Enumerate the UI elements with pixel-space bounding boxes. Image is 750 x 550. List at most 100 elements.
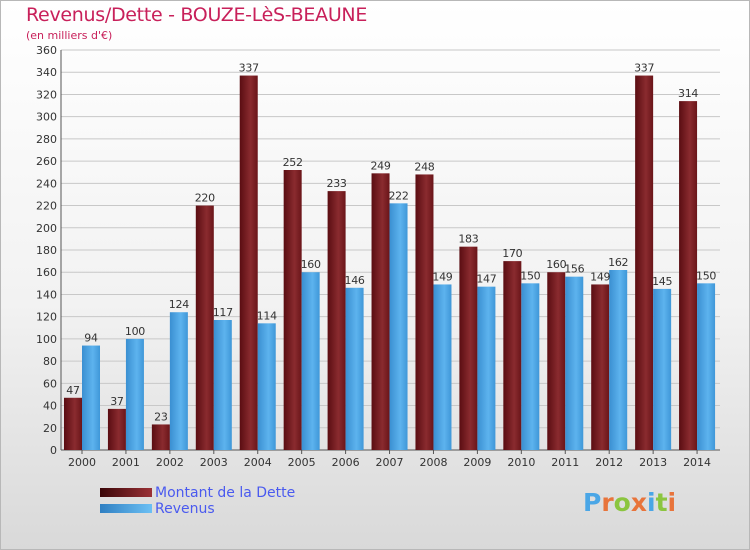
bar-dette xyxy=(283,170,302,450)
bar-dette xyxy=(415,174,434,450)
data-label-revenus: 146 xyxy=(345,274,365,287)
legend-label-revenus: Revenus xyxy=(155,501,215,517)
bar-dette xyxy=(459,246,478,450)
y-tick-label: 340 xyxy=(36,66,57,79)
x-tick-label: 2002 xyxy=(156,456,184,469)
bar-revenus xyxy=(301,272,320,450)
data-label-dette: 170 xyxy=(502,247,522,260)
data-label-revenus: 124 xyxy=(169,298,189,311)
data-label-revenus: 114 xyxy=(257,309,277,322)
bar-dette xyxy=(64,397,82,450)
logo-letter: i xyxy=(647,488,656,517)
y-tick-label: 20 xyxy=(43,422,57,435)
data-label-revenus: 156 xyxy=(564,263,584,276)
data-label-revenus: 145 xyxy=(652,275,672,288)
bar-revenus xyxy=(609,270,628,450)
data-label-dette: 37 xyxy=(110,395,124,408)
data-label-dette: 249 xyxy=(370,159,390,172)
bar-dette xyxy=(547,272,566,450)
data-label-dette: 337 xyxy=(634,62,654,75)
y-tick-label: 180 xyxy=(36,244,57,257)
data-label-revenus: 150 xyxy=(520,269,540,282)
x-tick-label: 2005 xyxy=(288,456,316,469)
bar-dette xyxy=(503,261,522,450)
x-tick-label: 2006 xyxy=(332,456,360,469)
x-tick-label: 2011 xyxy=(551,456,579,469)
x-tick-label: 2004 xyxy=(244,456,272,469)
data-label-revenus: 222 xyxy=(388,189,408,202)
data-label-dette: 220 xyxy=(195,192,215,205)
y-tick-label: 40 xyxy=(43,400,57,413)
bar-dette xyxy=(107,408,126,450)
x-tick-label: 2014 xyxy=(683,456,711,469)
y-tick-label: 220 xyxy=(36,200,57,213)
bar-dette xyxy=(239,75,258,451)
legend-label-dette: Montant de la Dette xyxy=(155,485,296,501)
bar-revenus xyxy=(477,286,496,450)
y-tick-label: 120 xyxy=(36,311,57,324)
data-label-revenus: 147 xyxy=(476,273,496,286)
bar-revenus xyxy=(389,203,408,450)
data-label-revenus: 162 xyxy=(608,256,628,269)
y-tick-label: 200 xyxy=(36,222,57,235)
bar-dette xyxy=(591,284,610,450)
y-tick-label: 80 xyxy=(43,355,57,368)
chart-subtitle: (en milliers d'€) xyxy=(26,29,113,42)
data-label-revenus: 160 xyxy=(301,258,321,271)
bar-revenus xyxy=(433,284,452,450)
logo-letter: r xyxy=(601,488,614,517)
data-label-dette: 47 xyxy=(66,384,80,397)
x-tick-label: 2013 xyxy=(639,456,667,469)
y-tick-label: 320 xyxy=(36,88,57,101)
legend-swatch-dette xyxy=(100,488,152,497)
x-tick-label: 2000 xyxy=(68,456,96,469)
y-tick-label: 300 xyxy=(36,111,57,124)
data-label-dette: 252 xyxy=(283,156,303,169)
data-label-dette: 248 xyxy=(414,160,434,173)
bar-revenus xyxy=(697,283,716,450)
y-tick-label: 260 xyxy=(36,155,57,168)
y-tick-label: 0 xyxy=(50,444,57,457)
y-tick-label: 140 xyxy=(36,288,57,301)
x-tick-label: 2009 xyxy=(463,456,491,469)
chart-title: Revenus/Dette - BOUZE-LèS-BEAUNE xyxy=(26,4,368,26)
logo-letter: o xyxy=(613,488,631,517)
data-label-dette: 233 xyxy=(327,177,347,190)
x-tick-label: 2007 xyxy=(376,456,404,469)
data-label-dette: 149 xyxy=(590,270,610,283)
data-label-dette: 183 xyxy=(458,233,478,246)
logo-letter: x xyxy=(630,488,647,517)
bar-dette xyxy=(679,101,698,450)
bar-revenus xyxy=(565,276,584,450)
bar-revenus xyxy=(169,312,188,450)
logo-letter: t xyxy=(655,488,668,517)
bar-revenus xyxy=(82,345,100,450)
data-label-dette: 337 xyxy=(239,62,259,75)
data-label-revenus: 117 xyxy=(213,306,233,319)
y-tick-label: 60 xyxy=(43,377,57,390)
data-label-revenus: 100 xyxy=(125,325,145,338)
bar-dette xyxy=(151,424,170,450)
bar-dette xyxy=(327,191,346,450)
bar-revenus xyxy=(125,338,144,450)
y-tick-label: 100 xyxy=(36,333,57,346)
y-tick-label: 360 xyxy=(36,44,57,57)
logo-letter: P xyxy=(583,488,602,517)
y-tick-label: 160 xyxy=(36,266,57,279)
data-label-revenus: 150 xyxy=(696,269,716,282)
logo-letter: i xyxy=(667,488,677,517)
x-tick-label: 2003 xyxy=(200,456,228,469)
proxiti-logo: Proxiti xyxy=(583,488,676,517)
bar-dette xyxy=(635,75,654,451)
data-label-revenus: 94 xyxy=(84,332,98,345)
bar-revenus xyxy=(257,323,276,450)
bar-dette xyxy=(371,173,390,451)
x-tick-label: 2001 xyxy=(112,456,140,469)
legend-swatch-revenus xyxy=(100,504,152,513)
data-label-dette: 314 xyxy=(678,87,698,100)
y-tick-label: 280 xyxy=(36,133,57,146)
y-tick-label: 240 xyxy=(36,177,57,190)
bar-revenus xyxy=(653,288,672,450)
data-label-revenus: 149 xyxy=(432,270,452,283)
